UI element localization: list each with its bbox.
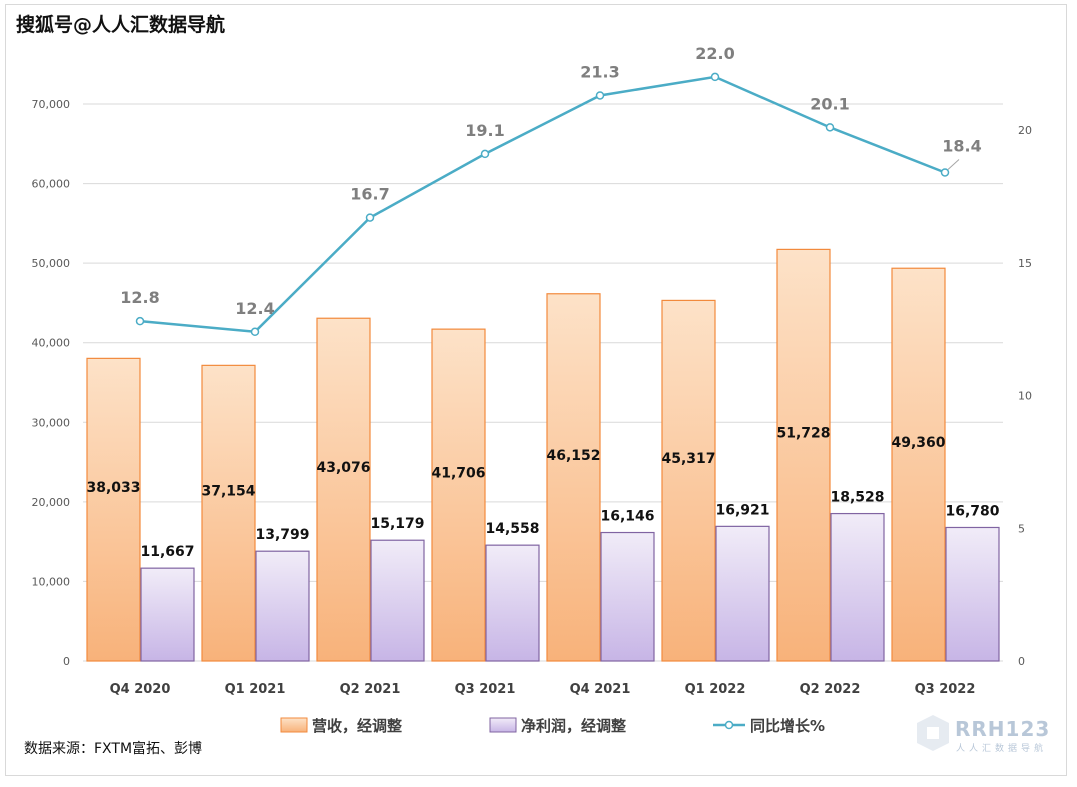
growth-data-label: 16.7 <box>350 185 389 204</box>
revenue-data-label: 41,706 <box>431 466 485 482</box>
growth-point <box>250 327 260 337</box>
revenue-bar <box>661 299 716 662</box>
growth-point <box>365 213 375 222</box>
revenue-data-label: 46,152 <box>546 448 600 464</box>
growth-line-path <box>139 75 946 334</box>
profit-bar <box>830 512 885 662</box>
revenue-bar <box>201 364 256 662</box>
left-axis-ticks: 0 10,000 20,000 30,000 40,000 50,000 60,000 70,… <box>32 98 71 668</box>
category-label: Q2 2021 <box>340 682 401 697</box>
revenue-data-label: 51,728 <box>776 426 830 442</box>
bars <box>86 248 1000 662</box>
legend-revenue-swatch <box>280 717 308 733</box>
bar-data-labels: 38,033 11,667 37,154 13,799 43,076 15,179 41,7… <box>86 426 999 560</box>
left-tick-label: 40,000 <box>32 337 71 350</box>
profit-data-label: 16,146 <box>600 509 654 525</box>
revenue-bar <box>86 357 141 662</box>
right-tick-label: 0 <box>1018 655 1025 668</box>
category-label: Q3 2022 <box>915 682 976 697</box>
growth-data-label: 22.0 <box>695 44 734 63</box>
profit-data-label: 11,667 <box>140 544 194 560</box>
revenue-bar <box>431 328 486 662</box>
revenue-data-label: 45,317 <box>661 451 715 467</box>
profit-data-label: 14,558 <box>485 521 539 537</box>
category-label: Q1 2021 <box>225 682 286 697</box>
profit-data-label: 16,921 <box>715 502 769 518</box>
logo-icon <box>917 715 949 751</box>
left-tick-label: 0 <box>63 655 70 668</box>
revenue-data-label: 37,154 <box>201 484 255 500</box>
category-label: Q4 2020 <box>110 682 171 697</box>
profit-bar <box>485 544 540 662</box>
legend-profit-swatch <box>489 717 517 733</box>
profit-bar <box>255 550 310 662</box>
growth-data-label: 19.1 <box>465 121 504 140</box>
category-label: Q2 2022 <box>800 682 861 697</box>
watermark-text: 搜狐号@人人汇数据导航 <box>16 14 226 36</box>
profit-bar <box>140 567 195 662</box>
legend-growth-marker <box>724 720 734 730</box>
category-labels: Q4 2020 Q1 2021 Q2 2021 Q3 2021 Q4 2021 Q1 20… <box>110 682 976 697</box>
right-tick-label: 20 <box>1018 124 1032 137</box>
left-tick-label: 20,000 <box>32 496 71 509</box>
left-tick-label: 10,000 <box>32 575 71 588</box>
leader-line <box>947 159 960 170</box>
legend-revenue-label: 营收，经调整 <box>312 717 402 735</box>
legend-growth-label: 同比增长% <box>750 717 825 735</box>
revenue-bar <box>776 248 831 662</box>
category-label: Q1 2022 <box>685 682 746 697</box>
profit-bar <box>600 531 655 662</box>
legend-profit-label: 净利润，经调整 <box>521 717 626 735</box>
left-tick-label: 50,000 <box>32 257 71 270</box>
category-label: Q4 2021 <box>570 682 631 697</box>
growth-data-label: 12.8 <box>120 288 159 307</box>
profit-data-label: 15,179 <box>370 516 424 532</box>
left-tick-label: 70,000 <box>32 98 71 111</box>
logo-text: RRH123 <box>955 717 1051 741</box>
right-tick-label: 15 <box>1018 257 1032 270</box>
right-tick-label: 10 <box>1018 390 1032 403</box>
profit-bar <box>715 525 770 662</box>
profit-data-label: 16,780 <box>945 503 999 519</box>
left-tick-label: 60,000 <box>32 178 71 191</box>
growth-point <box>710 72 720 82</box>
source-note: 数据来源：FXTM富拓、彭博 <box>24 741 203 757</box>
revenue-data-label: 43,076 <box>316 460 370 476</box>
category-label: Q3 2021 <box>455 682 516 697</box>
growth-point <box>940 168 950 177</box>
growth-point <box>135 316 145 326</box>
growth-data-label: 18.4 <box>942 136 981 155</box>
revenue-bar <box>546 293 601 662</box>
revenue-bar <box>891 267 946 662</box>
profit-bar <box>370 539 425 662</box>
growth-line: 12.8 12.4 16.7 19.1 21.3 22.0 20.1 18.4 <box>120 44 982 337</box>
revenue-data-label: 49,360 <box>891 435 945 451</box>
right-tick-label: 5 <box>1018 522 1025 535</box>
growth-data-label: 20.1 <box>810 94 849 113</box>
right-axis-ticks: 0 5 10 15 20 <box>1018 124 1032 668</box>
growth-data-label: 12.4 <box>235 299 274 318</box>
growth-point <box>595 91 605 100</box>
revenue-bar <box>316 317 371 662</box>
profit-data-label: 13,799 <box>255 527 309 543</box>
growth-point <box>825 123 835 132</box>
growth-data-label: 21.3 <box>580 62 619 81</box>
left-tick-label: 30,000 <box>32 416 71 429</box>
revenue-data-label: 38,033 <box>86 480 140 496</box>
growth-point <box>480 149 490 159</box>
profit-data-label: 18,528 <box>830 490 884 506</box>
logo-subtext: 人人汇数据导航 <box>956 744 1048 754</box>
legend: 营收，经调整 净利润，经调整 同比增长% <box>280 717 825 735</box>
profit-bar <box>945 526 1000 662</box>
